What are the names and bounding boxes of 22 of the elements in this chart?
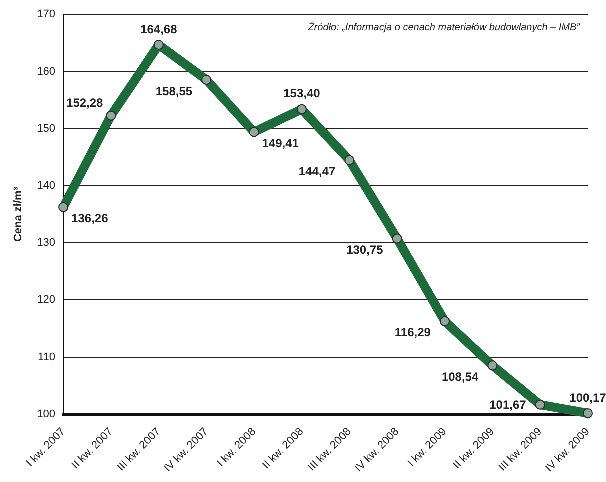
y-tick-label: 100 [37,408,56,420]
data-label: 130,75 [346,243,384,258]
y-tick-label: 110 [38,351,56,364]
data-label: 136,26 [72,212,109,226]
y-tick-label: 150 [37,122,56,135]
data-label: 101,67 [490,398,527,412]
data-label: 108,54 [442,370,479,384]
annotation: Źródło: „Informacja o cenach materiałów budowlanych – IMB” [307,21,581,34]
data-label: 149,41 [262,136,300,151]
data-label: 152,28 [66,96,104,110]
data-label: 116,29 [394,326,432,340]
y-tick-label: 170 [37,8,56,21]
data-label: 144,47 [298,164,336,179]
data-label: 164,68 [140,22,178,36]
data-label: 100,17 [570,390,606,405]
data-label: 153,40 [284,86,321,101]
y-axis-title: Cena zł/m³ [12,186,25,242]
y-tick-label: 130 [37,237,56,250]
y-tick-label: 140 [37,180,56,192]
y-tick-label: 120 [37,294,56,306]
data-label: 158,55 [156,84,193,98]
y-tick-label: 160 [37,66,56,78]
